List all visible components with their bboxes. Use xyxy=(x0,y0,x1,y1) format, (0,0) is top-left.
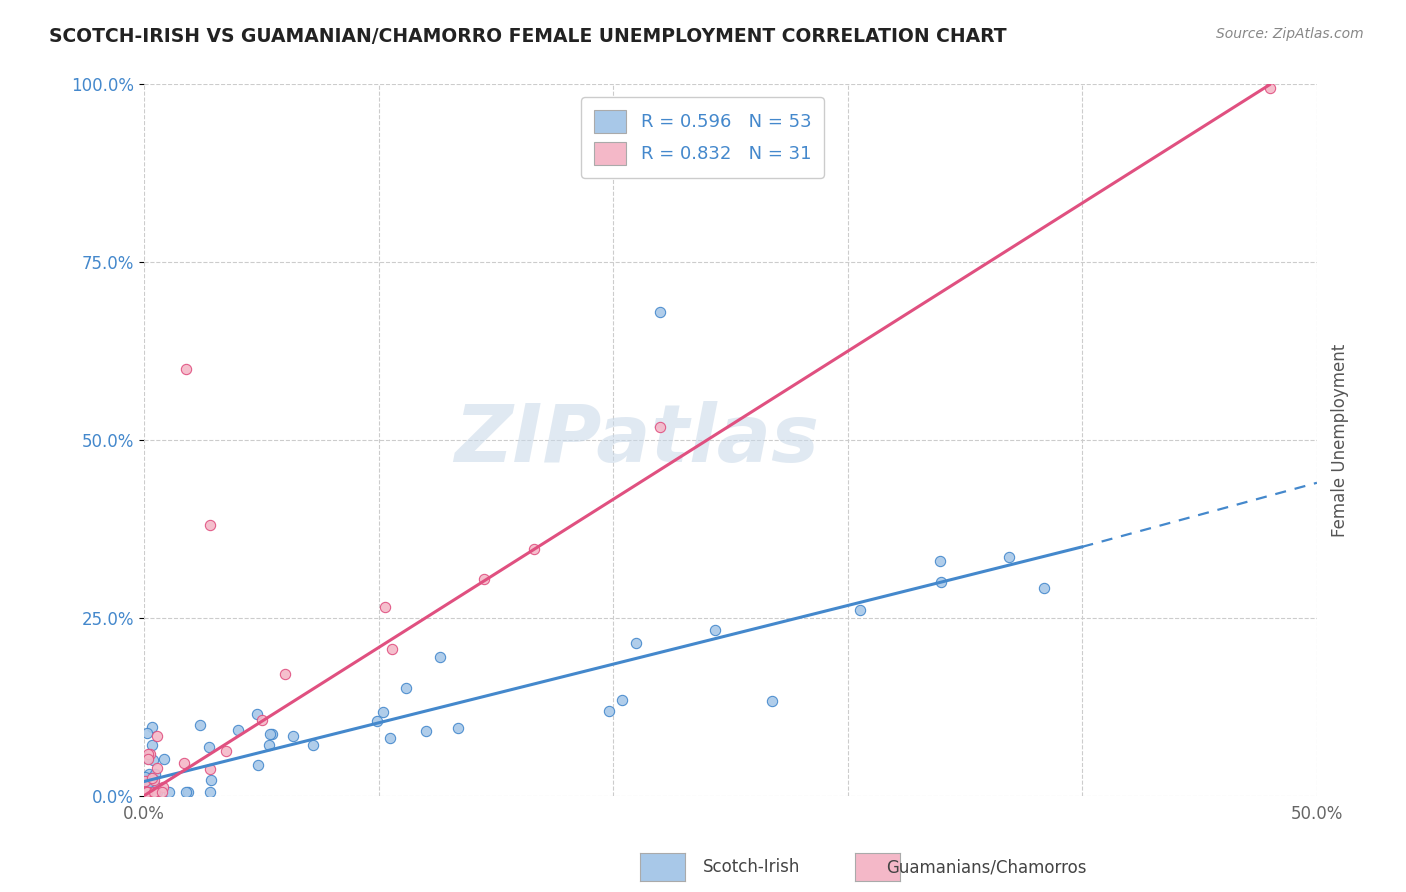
Point xyxy=(260,727,283,741)
Point xyxy=(157,785,180,799)
Point xyxy=(146,760,169,774)
Point xyxy=(134,785,156,799)
Point xyxy=(257,738,280,752)
Point xyxy=(136,726,159,740)
Point xyxy=(610,693,633,707)
Point xyxy=(648,419,671,434)
Point xyxy=(138,785,160,799)
Point xyxy=(373,705,395,719)
Point xyxy=(598,704,620,718)
Point xyxy=(138,774,160,789)
Point xyxy=(366,714,388,728)
Point xyxy=(136,785,159,799)
Y-axis label: Female Unemployment: Female Unemployment xyxy=(1331,343,1348,537)
Point xyxy=(624,635,647,649)
Point xyxy=(447,721,470,735)
Point xyxy=(142,775,165,789)
Point xyxy=(146,730,169,744)
Point xyxy=(281,729,304,743)
Point xyxy=(174,362,197,376)
Point xyxy=(198,518,221,533)
Point xyxy=(177,785,200,799)
Point xyxy=(135,785,157,799)
Point xyxy=(146,785,169,799)
Point xyxy=(198,762,221,776)
Text: ZIPatlas: ZIPatlas xyxy=(454,401,820,479)
Point xyxy=(246,706,269,721)
Point xyxy=(928,553,950,567)
Point xyxy=(188,718,211,732)
Point xyxy=(228,723,250,737)
Point xyxy=(849,603,872,617)
Text: SCOTCH-IRISH VS GUAMANIAN/CHAMORRO FEMALE UNEMPLOYMENT CORRELATION CHART: SCOTCH-IRISH VS GUAMANIAN/CHAMORRO FEMAL… xyxy=(49,27,1007,45)
Point xyxy=(395,681,418,695)
Point xyxy=(143,785,166,799)
Point xyxy=(136,752,159,766)
Point xyxy=(135,785,157,799)
Point xyxy=(139,747,162,762)
Point xyxy=(523,541,546,556)
Point xyxy=(301,738,323,752)
Point xyxy=(472,573,495,587)
Point xyxy=(134,770,156,784)
Point xyxy=(998,550,1021,565)
Point xyxy=(173,756,195,771)
Point xyxy=(152,780,174,794)
Point xyxy=(198,739,221,754)
Point xyxy=(139,785,162,799)
Point xyxy=(136,747,159,762)
Point xyxy=(141,720,163,734)
Point xyxy=(134,785,156,799)
Point xyxy=(252,713,274,727)
Point xyxy=(136,785,159,799)
Point xyxy=(215,744,238,758)
Text: Scotch-Irish: Scotch-Irish xyxy=(703,858,800,876)
Text: Guamanians/Chamorros: Guamanians/Chamorros xyxy=(886,858,1087,876)
Point xyxy=(200,785,222,799)
Point xyxy=(136,751,159,765)
Point xyxy=(139,783,162,797)
Text: Source: ZipAtlas.com: Source: ZipAtlas.com xyxy=(1216,27,1364,41)
Point xyxy=(374,599,396,614)
Point xyxy=(429,650,451,665)
Point xyxy=(142,772,165,787)
Point xyxy=(143,779,166,793)
Point xyxy=(200,773,222,788)
Point xyxy=(378,731,401,745)
Point xyxy=(152,752,174,766)
Point xyxy=(415,723,437,738)
Point xyxy=(141,738,163,752)
Point xyxy=(142,753,165,767)
Point xyxy=(381,641,404,656)
Point xyxy=(138,767,160,781)
Point xyxy=(761,694,783,708)
Point xyxy=(247,758,270,772)
Point xyxy=(150,785,173,799)
Point xyxy=(704,624,727,638)
Point xyxy=(141,772,163,786)
Point xyxy=(1258,81,1281,95)
Point xyxy=(648,305,671,319)
Point xyxy=(143,785,166,799)
Point xyxy=(134,785,156,799)
Point xyxy=(139,771,162,785)
Point xyxy=(273,667,295,681)
Point xyxy=(135,785,157,799)
Point xyxy=(176,785,198,799)
Point xyxy=(259,727,281,741)
Point xyxy=(136,785,159,799)
Point xyxy=(145,767,167,781)
Legend: R = 0.596   N = 53, R = 0.832   N = 31: R = 0.596 N = 53, R = 0.832 N = 31 xyxy=(581,97,824,178)
Point xyxy=(1033,581,1056,595)
Point xyxy=(929,575,952,590)
Point xyxy=(134,773,156,788)
